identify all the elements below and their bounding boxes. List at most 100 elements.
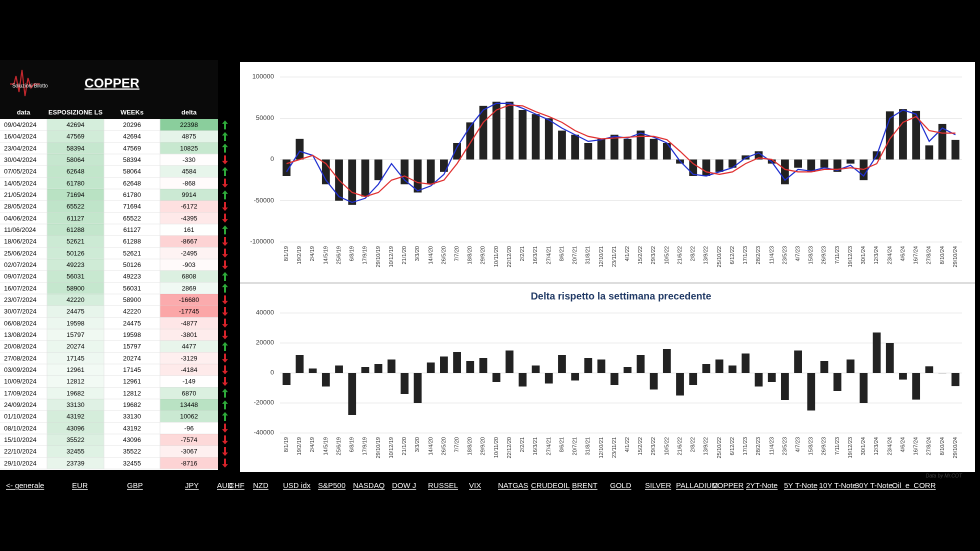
- table-cell: 23739: [66, 460, 84, 467]
- x-tick-label: 12/10/21: [599, 437, 605, 458]
- table-cell: 49223: [123, 274, 141, 281]
- x-tick-label: 8/1/19: [284, 437, 290, 452]
- y-tick-label: -50000: [254, 197, 275, 204]
- x-tick-label: 11/4/23: [769, 246, 775, 264]
- x-tick-label: 19/12/23: [848, 437, 854, 458]
- sheet-tab[interactable]: CRUDEOIL: [531, 481, 570, 490]
- sheet-tab[interactable]: <- generale: [6, 481, 44, 490]
- delta-shade: [160, 445, 218, 458]
- bar: [636, 130, 645, 160]
- sheet-tab[interactable]: COPPER: [712, 481, 744, 490]
- trend-arrow: [222, 295, 228, 305]
- sheet-tab[interactable]: NZD: [253, 481, 269, 490]
- exposure-shade: [47, 422, 104, 434]
- sheet-tab[interactable]: JPY: [185, 481, 199, 490]
- trend-arrow: [222, 458, 228, 468]
- bar: [361, 159, 370, 197]
- table-cell: 24475: [123, 320, 141, 327]
- sheet-tab[interactable]: RUSSEL: [428, 481, 458, 490]
- x-tick-label: 20/7/21: [573, 246, 579, 264]
- delta-shade: [160, 130, 218, 143]
- sheet-tab[interactable]: 10Y T-Note: [819, 481, 857, 490]
- table-cell: 42220: [66, 297, 84, 304]
- sheet-tab[interactable]: USD idx: [283, 481, 311, 490]
- x-tick-label: 26/9/23: [822, 437, 828, 455]
- x-tick-label: 22/12/20: [507, 437, 513, 458]
- sheet-tab[interactable]: 2YT-Note: [746, 481, 778, 490]
- delta-shade: [160, 189, 218, 201]
- x-tick-label: 14/5/19: [323, 246, 329, 264]
- bar: [413, 373, 422, 403]
- table-cell: 6808: [182, 274, 197, 281]
- y-tick-label: -20000: [254, 400, 275, 407]
- sheet-tab[interactable]: EUR: [72, 481, 88, 490]
- x-tick-label: 13/9/22: [704, 246, 710, 264]
- x-tick-label: 14/4/20: [428, 437, 434, 455]
- table-cell: 13448: [180, 402, 198, 409]
- bar: [767, 373, 776, 382]
- exposure-shade: [47, 165, 104, 178]
- bar: [689, 159, 698, 176]
- sheet-tab[interactable]: GOLD: [610, 481, 632, 490]
- bar: [440, 159, 448, 172]
- chart-panel: [240, 62, 975, 472]
- trend-arrow: [222, 435, 228, 445]
- bar: [466, 361, 475, 373]
- x-tick-label: 29/9/20: [481, 246, 487, 264]
- sheet-tab[interactable]: 30Y T-Note: [855, 481, 893, 490]
- x-tick-label: 19/12/23: [848, 246, 854, 267]
- table-cell: 4875: [182, 134, 197, 141]
- sheet-tab[interactable]: Oil_e_CORR: [892, 481, 936, 490]
- table-cell: 03/09/2024: [4, 367, 37, 374]
- x-tick-label: 2/4/19: [310, 246, 316, 261]
- x-tick-label: 27/4/21: [546, 246, 552, 264]
- table-cell: -7574: [181, 437, 198, 444]
- sheet-tab[interactable]: DOW J: [392, 481, 416, 490]
- bar: [492, 373, 501, 382]
- table-cell: -4395: [181, 215, 198, 222]
- table-cell: 22398: [180, 122, 198, 129]
- table-cell: 42694: [123, 134, 141, 141]
- x-tick-label: 16/3/21: [533, 246, 539, 264]
- sheet-tab[interactable]: GBP: [127, 481, 143, 490]
- sheet-tab[interactable]: NATGAS: [498, 481, 528, 490]
- bar: [335, 365, 343, 373]
- table-cell: 9914: [182, 192, 197, 199]
- bar: [479, 105, 488, 160]
- trend-arrow: [222, 365, 228, 375]
- x-tick-label: 4/6/24: [900, 437, 906, 452]
- x-tick-label: 4/1/22: [625, 246, 631, 261]
- credit: Data by Mr.COT: [926, 473, 963, 479]
- table-cell: 4477: [182, 344, 197, 351]
- delta-shade: [160, 399, 218, 411]
- x-tick-label: 23/11/21: [612, 437, 618, 458]
- sheet-tab[interactable]: 5Y T-Note: [784, 481, 818, 490]
- delta-shade: [160, 340, 218, 353]
- exposure-shade: [47, 375, 104, 388]
- table-cell: -3129: [181, 355, 198, 362]
- x-tick-label: 3/3/20: [415, 437, 421, 452]
- x-tick-label: 31/8/21: [586, 246, 592, 264]
- bar: [400, 159, 409, 185]
- sheet-tab[interactable]: S&P500: [318, 481, 346, 490]
- bar: [282, 159, 291, 176]
- sheet-tab[interactable]: VIX: [469, 481, 481, 490]
- sheet-tab[interactable]: CHF: [229, 481, 245, 490]
- table-cell: -4877: [181, 320, 198, 327]
- x-tick-label: 25/6/19: [336, 437, 342, 455]
- sheet-tab[interactable]: BRENT: [572, 481, 598, 490]
- table-cell: 18/06/2024: [4, 239, 37, 246]
- bar: [321, 159, 330, 185]
- x-tick-label: 29/10/24: [953, 246, 959, 267]
- sheet-tab[interactable]: PALLADIUM: [676, 481, 718, 490]
- table-cell: 23/04/2024: [4, 145, 37, 152]
- delta-shade: [160, 294, 218, 306]
- table-cell: 11/06/2024: [4, 227, 36, 234]
- exposure-shade: [47, 154, 104, 166]
- table-cell: 20296: [123, 122, 141, 129]
- bar: [505, 101, 514, 160]
- sheet-tab[interactable]: SILVER: [645, 481, 672, 490]
- table-cell: 43192: [123, 425, 141, 432]
- sheet-tab[interactable]: NASDAQ: [353, 481, 385, 490]
- sheet-tab[interactable]: AUD: [217, 481, 233, 490]
